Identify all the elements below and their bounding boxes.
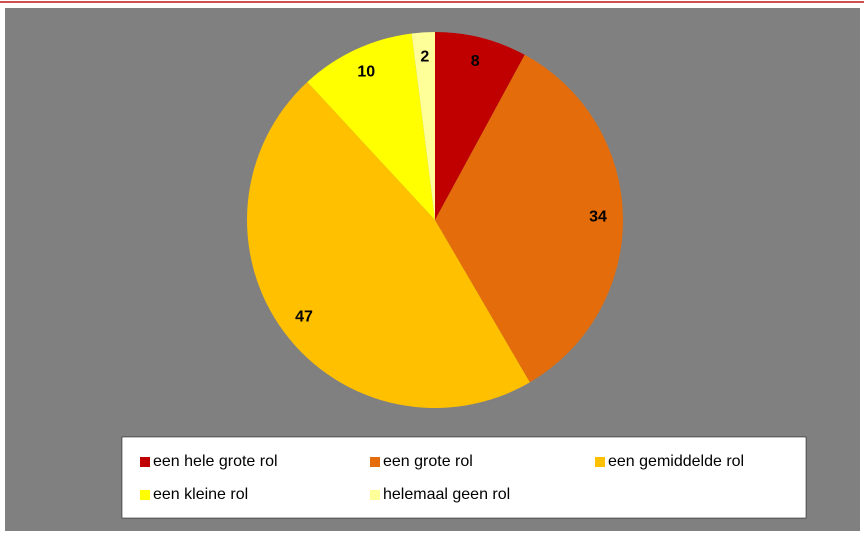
legend-label: een grote rol (383, 453, 473, 470)
legend-swatch (140, 490, 150, 500)
pie: 8 34 47 10 2 (247, 32, 623, 408)
data-label: 10 (357, 63, 375, 80)
legend-swatch (370, 490, 380, 500)
pie-slice (435, 54, 623, 383)
legend-label: een kleine rol (153, 486, 248, 503)
legend: een hele grote rol een grote rol een gemid… (140, 453, 744, 503)
pie-slice (307, 33, 435, 220)
data-label: 2 (420, 49, 429, 66)
legend-swatch (140, 457, 150, 467)
legend-label: een gemiddelde rol (608, 453, 744, 470)
data-label: 47 (295, 308, 313, 325)
pie-slice (411, 32, 435, 220)
data-label: 8 (471, 53, 480, 70)
legend-swatch (370, 457, 380, 467)
legend-label: helemaal geen rol (383, 486, 510, 503)
pie-slice (247, 81, 530, 408)
legend-swatch (595, 457, 605, 467)
legend-box (121, 436, 807, 519)
pie-slice (435, 32, 525, 220)
data-label: 34 (589, 209, 607, 226)
legend-label: een hele grote rol (153, 453, 278, 470)
